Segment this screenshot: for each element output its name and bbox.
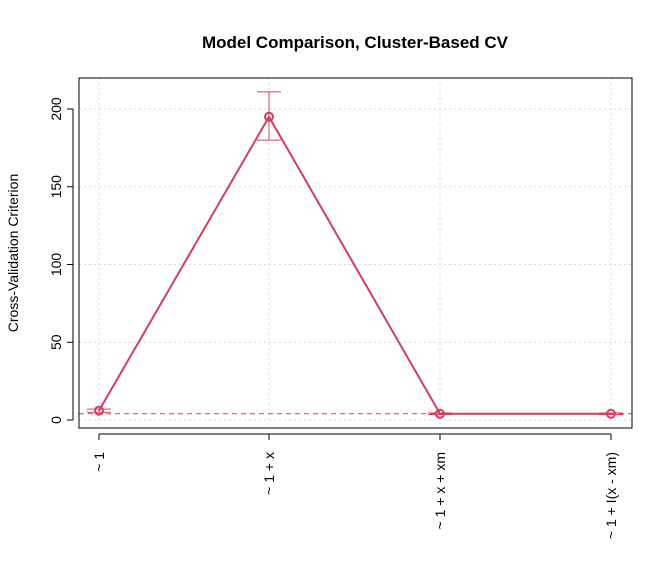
x-tick-label: ~ 1 + x + xm [432,452,448,529]
plot-border [78,77,633,429]
y-tick-label: 200 [48,97,64,121]
x-tick-label: ~ 1 + I(x - xm) [603,452,619,539]
data-point [435,408,445,419]
y-tick-label: 0 [48,416,64,424]
x-axis: ~ 1 ~ 1 + x ~ 1 + x + xm ~ 1 + I(x - xm) [91,433,619,539]
y-tick-label: 100 [48,253,64,277]
chart-title: Model Comparison, Cluster-Based CV [202,33,509,52]
y-tick-label: 150 [48,175,64,199]
x-tick-label: ~ 1 [91,452,107,472]
grid [79,78,632,428]
plot-area [79,91,632,419]
y-axis: 0 50 100 150 200 [48,97,74,424]
data-point [94,405,104,416]
data-point [606,408,616,419]
data-point [264,111,274,122]
y-axis-label: Cross-Validation Criterion [5,174,21,332]
series-line [98,114,611,415]
y-tick-label: 50 [48,334,64,350]
x-tick-label: ~ 1 + x [261,452,277,495]
